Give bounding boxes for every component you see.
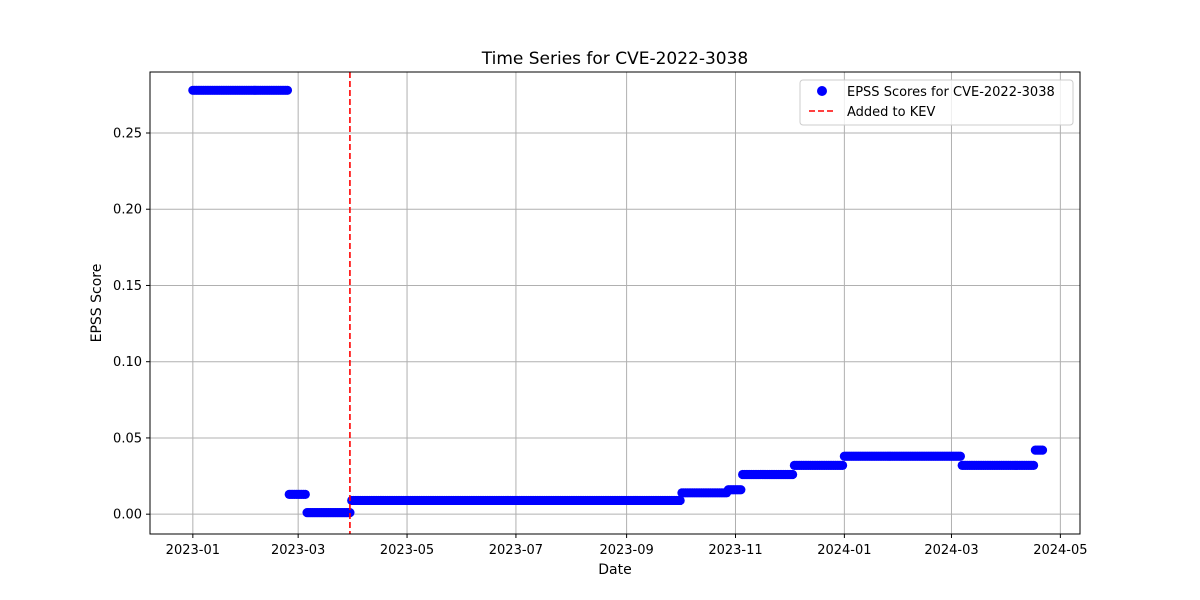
epss-point xyxy=(955,451,966,461)
epss-point xyxy=(1028,460,1039,470)
plot-frame xyxy=(149,71,1081,535)
epss-point xyxy=(788,469,798,480)
x-tick-label: 2023-03 xyxy=(271,543,325,558)
legend-label-kev: Added to KEV xyxy=(847,105,935,120)
legend-label-epss: EPSS Scores for CVE-2022-3038 xyxy=(847,85,1055,100)
y-tick-label: 0.25 xyxy=(113,126,142,141)
chart-title: Time Series for CVE-2022-3038 xyxy=(481,49,749,69)
epss-point xyxy=(837,460,848,470)
y-axis-title: EPSS Score xyxy=(89,264,105,343)
y-tick-label: 0.10 xyxy=(113,355,142,370)
x-tick-label: 2023-01 xyxy=(166,543,220,558)
epss-point xyxy=(282,85,293,95)
x-tick-label: 2024-05 xyxy=(1033,543,1087,558)
y-tick-label: 0.05 xyxy=(113,431,142,446)
epss-point xyxy=(1037,445,1048,455)
y-tick-label: 0.20 xyxy=(113,203,142,218)
data-layer xyxy=(188,85,1048,518)
y-tick-label: 0.15 xyxy=(113,279,142,294)
x-tick-label: 2023-11 xyxy=(708,543,762,558)
x-axis-title: Date xyxy=(598,562,631,578)
x-tick-label: 2024-03 xyxy=(924,543,978,558)
epss-point xyxy=(675,495,685,506)
y-tick-label: 0.00 xyxy=(113,508,142,523)
x-tick-label: 2023-05 xyxy=(380,543,434,558)
epss-point xyxy=(736,485,746,495)
x-tick-label: 2024-01 xyxy=(817,543,871,558)
x-tick-label: 2023-07 xyxy=(489,543,543,558)
legend-box xyxy=(799,79,1074,126)
grid xyxy=(150,72,1080,534)
epss-point xyxy=(345,508,355,518)
legend-marker-epss xyxy=(817,86,827,96)
legend: EPSS Scores for CVE-2022-3038 Added to K… xyxy=(799,79,1074,126)
epss-point xyxy=(300,489,310,499)
x-tick-label: 2023-09 xyxy=(599,543,653,558)
axis-ticks: 2023-01 2023-03 2023-05 2023-07 2023-09 2023-… xyxy=(113,126,1087,558)
